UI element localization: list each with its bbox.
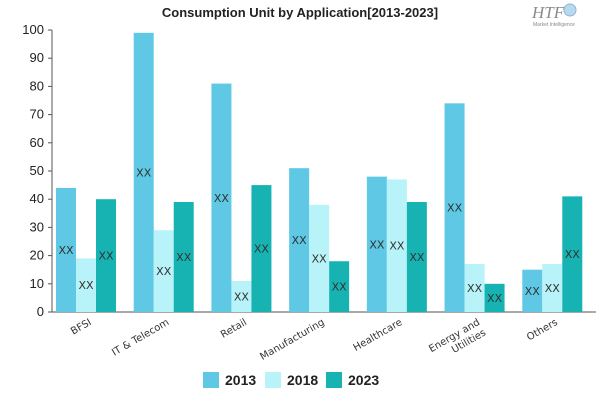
data-label: XX xyxy=(545,282,561,295)
data-label: XX xyxy=(156,265,172,278)
data-labels: XX XX XX XX XX XX XX XX XX XX XX XX XX XX XX XX XX XX XX XX… xyxy=(58,166,580,304)
y-tick-label: 90 xyxy=(30,50,44,65)
bar-2018 xyxy=(231,280,252,312)
logo-text: HTF xyxy=(531,3,565,22)
logo-globe-icon xyxy=(563,3,577,17)
y-tick-label: 70 xyxy=(30,107,44,122)
data-label: XX xyxy=(525,285,541,298)
bar-2013 xyxy=(444,103,465,312)
data-label: XX xyxy=(78,279,94,292)
data-label: XX xyxy=(389,240,405,253)
data-label: XX xyxy=(234,290,250,303)
y-axis-ticks: 0 10 20 30 40 50 60 70 80 90 100 xyxy=(22,22,52,319)
data-label: XX xyxy=(312,252,328,265)
bar-2013 xyxy=(211,83,232,312)
y-tick-label: 100 xyxy=(22,22,44,37)
data-label: XX xyxy=(565,248,581,261)
y-tick-label: 50 xyxy=(30,163,44,178)
bar-2023 xyxy=(406,202,427,312)
data-label: XX xyxy=(332,281,348,294)
bar-2023 xyxy=(251,185,272,312)
bar-2023 xyxy=(562,196,583,312)
y-tick-label: 10 xyxy=(30,276,44,291)
data-label: XX xyxy=(214,192,230,205)
category-label: Energy andUtilities xyxy=(427,317,488,365)
data-label: XX xyxy=(136,166,152,179)
htf-logo: HTF Market Intelligence xyxy=(531,3,577,28)
category-label: Healthcare xyxy=(352,317,405,354)
bar-2013 xyxy=(366,176,387,312)
data-label: XX xyxy=(369,238,385,251)
y-tick-label: 0 xyxy=(37,304,44,319)
data-label: XX xyxy=(409,251,425,264)
bar-2018 xyxy=(542,264,563,312)
y-tick-label: 20 xyxy=(30,248,44,263)
legend-label: 2023 xyxy=(348,372,379,388)
bar-2023 xyxy=(173,202,194,312)
data-label: XX xyxy=(98,250,114,263)
bar-2023 xyxy=(484,283,505,312)
category-label: Manufacturing xyxy=(258,317,326,363)
bar-2018 xyxy=(153,230,174,312)
bar-2018 xyxy=(76,258,96,312)
data-label: XX xyxy=(254,243,270,256)
bars xyxy=(56,32,583,312)
data-label: XX xyxy=(447,202,463,215)
y-tick-label: 60 xyxy=(30,135,44,150)
bar-2013 xyxy=(56,187,76,312)
legend-swatch-2023 xyxy=(326,372,342,388)
legend-swatch-2018 xyxy=(265,372,281,388)
data-label: XX xyxy=(467,282,483,295)
data-label: XX xyxy=(176,251,192,264)
category-label: Others xyxy=(525,317,560,343)
bar-2013 xyxy=(133,32,154,312)
y-tick-label: 30 xyxy=(30,219,44,234)
bar-2023 xyxy=(96,199,116,312)
bar-2018 xyxy=(309,204,330,312)
category-label: Retail xyxy=(219,317,249,341)
bar-2023 xyxy=(329,261,350,312)
data-label: XX xyxy=(292,234,308,247)
data-label: XX xyxy=(58,244,74,257)
bar-2013 xyxy=(522,269,543,312)
logo-subtext: Market Intelligence xyxy=(533,22,575,28)
bar-2018 xyxy=(464,264,485,312)
category-label: BFSI xyxy=(69,317,93,337)
legend: 2013 2018 2023 xyxy=(203,372,379,388)
chart-title: Consumption Unit by Application[2013-202… xyxy=(162,5,438,20)
legend-label: 2018 xyxy=(287,372,318,388)
bar-2013 xyxy=(289,168,310,312)
category-label: IT & Telecom xyxy=(110,317,171,359)
legend-label: 2013 xyxy=(225,372,256,388)
y-tick-label: 40 xyxy=(30,191,44,206)
bar-2018 xyxy=(386,179,407,312)
y-tick-label: 80 xyxy=(30,78,44,93)
legend-swatch-2013 xyxy=(203,372,219,388)
category-labels: BFSI IT & Telecom Retail Manufacturing Healt… xyxy=(69,317,560,365)
data-label: XX xyxy=(487,292,503,305)
